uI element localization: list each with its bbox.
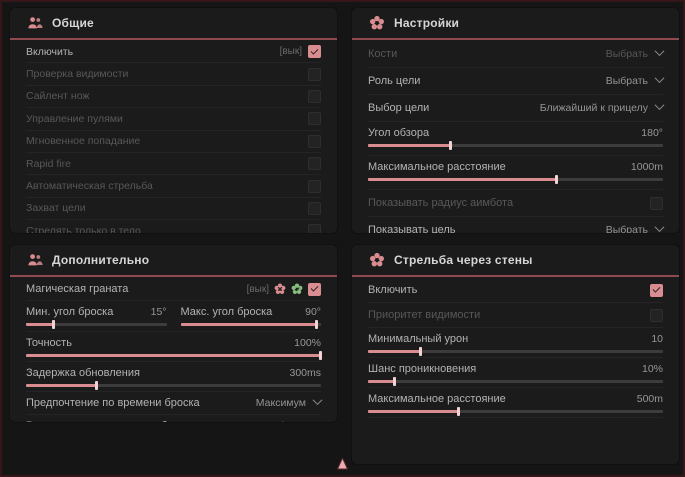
people-icon [27,15,43,31]
flower-icon [369,252,385,268]
row-magic-grenade: Магическая граната [вык] [26,278,321,301]
slider-handle[interactable] [392,377,396,386]
mouse-cursor [336,456,349,470]
max-distance-slider[interactable] [368,175,663,184]
penetration-chance-slider[interactable] [368,377,663,386]
row-advanced-throw-params: Расширенные параметры броска Выбрать [26,415,323,422]
keybind-tag[interactable]: [вык] [279,46,302,58]
slider-handle[interactable] [419,347,423,356]
row-body-only: Стрелять только в тело [26,220,321,233]
chevron-down-icon [654,73,665,84]
panel-settings-header: Настройки [352,8,679,40]
row-instant-hit: Мгновенное попадание [26,131,321,153]
row-visibility-priority: Приоритет видимости [368,303,663,328]
chevron-down-icon [654,100,665,111]
panel-wallbang-header: Стрельба через стены [352,245,679,277]
row-wallbang-max-distance: Максимальное расстояние 500m [368,388,663,418]
enable-checkbox[interactable] [308,45,321,59]
row-rapid-fire: Rapid fire [26,153,321,176]
row-wallbang-enable: Включить [368,278,663,303]
people-icon [27,252,43,268]
slider-handle[interactable] [554,175,558,184]
throw-time-preference-dropdown[interactable]: Максимум [256,395,323,409]
bullet-control-checkbox[interactable] [308,112,321,126]
row-target-selection: Выбор цели Ближайший к прицелу [368,95,665,122]
row-target-role: Роль цели Выбрать [368,68,665,95]
panel-wallbang: Стрельба через стены Включить Приоритет … [352,245,679,464]
chevron-down-icon [654,222,665,233]
row-show-aimbot-radius: Показывать радиус аимбота [368,190,663,217]
panel-title: Дополнительно [52,253,150,267]
body-only-checkbox[interactable] [308,224,321,233]
row-silent-knife: Сайлент нож [26,86,321,109]
show-aimbot-radius-checkbox[interactable] [650,196,663,210]
row-show-target: Показывать цель Выбрать [368,217,665,233]
panel-additional: Дополнительно Магическая граната [вык] М… [10,245,337,422]
row-penetration-chance: Шанс проникновения 10% [368,358,663,388]
min-damage-slider[interactable] [368,347,663,356]
target-role-dropdown[interactable]: Выбрать [606,73,665,87]
accuracy-slider[interactable] [26,351,322,360]
row-accuracy: Точность 100% [26,332,322,362]
chevron-down-icon [654,46,665,57]
flower-icon [369,15,385,31]
panel-title: Настройки [394,16,460,30]
row-auto-fire: Автоматическая стрельба [26,175,321,198]
row-bullet-control: Управление пулями [26,108,321,131]
visibility-priority-checkbox[interactable] [650,308,663,322]
row-throw-time-preference: Предпочтение по времени броска Максимум [26,392,323,415]
wallbang-max-distance-slider[interactable] [368,407,663,416]
pink-flower-swatch-icon[interactable] [274,283,286,295]
max-distance-value: 1000m [630,160,663,173]
panel-settings: Настройки Кости Выбрать Роль цели Выбрат… [352,8,679,233]
fov-slider[interactable] [368,141,663,150]
fov-value: 180° [641,126,663,139]
row-throw-angles: Мин. угол броска 15° Макс. угол броска 90° [26,301,321,332]
row-visibility-check: Проверка видимости [26,63,321,86]
wallbang-enable-checkbox[interactable] [650,283,663,297]
auto-fire-checkbox[interactable] [308,179,321,193]
instant-hit-checkbox[interactable] [308,134,321,148]
row-target-lock: Захват цели [26,198,321,221]
keybind-tag[interactable]: [вык] [246,283,269,295]
row-min-damage: Минимальный урон 10 [368,328,663,358]
target-selection-dropdown[interactable]: Ближайший к прицелу [540,100,665,114]
visibility-check-checkbox[interactable] [308,67,321,81]
slider-handle[interactable] [319,351,322,360]
show-target-dropdown[interactable]: Выбрать [606,222,665,233]
panel-general: Общие Включить [вык] Проверка видимости … [10,8,337,233]
update-delay-slider[interactable] [26,381,321,390]
slider-handle[interactable] [448,141,452,150]
magic-grenade-checkbox[interactable] [308,282,321,296]
row-fov: Угол обзора 180° [368,122,663,156]
chevron-down-icon [312,418,323,422]
bones-dropdown[interactable]: Выбрать [606,46,665,60]
green-flower-swatch-icon[interactable] [291,283,303,295]
row-max-distance: Максимальное расстояние 1000m [368,156,663,190]
chevron-down-icon [312,395,323,406]
target-lock-checkbox[interactable] [308,201,321,215]
row-bones: Кости Выбрать [368,41,665,68]
panel-additional-header: Дополнительно [10,245,337,277]
row-update-delay: Задержка обновления 300ms [26,362,321,392]
slider-handle[interactable] [314,320,318,329]
panel-title: Стрельба через стены [394,253,533,267]
silent-knife-checkbox[interactable] [308,89,321,103]
min-throw-angle-slider[interactable] [26,320,167,329]
slider-handle[interactable] [94,381,98,390]
row-enable: Включить [вык] [26,41,321,64]
slider-handle[interactable] [457,407,461,416]
panel-title: Общие [52,16,94,30]
max-throw-angle-slider[interactable] [180,320,321,329]
advanced-throw-params-dropdown[interactable]: Выбрать [264,418,323,422]
panel-general-header: Общие [10,8,337,40]
slider-handle[interactable] [52,320,56,329]
rapid-fire-checkbox[interactable] [308,157,321,171]
